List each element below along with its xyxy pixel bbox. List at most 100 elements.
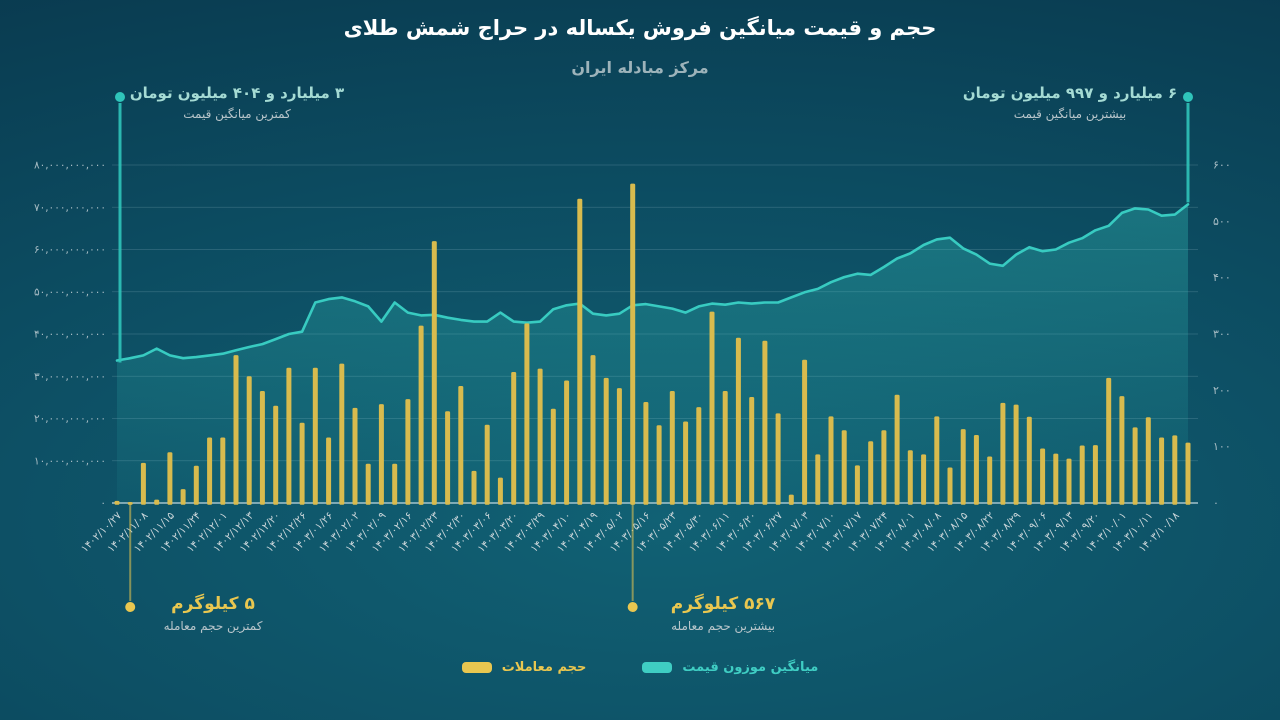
volume-bar — [907, 450, 913, 505]
legend-volume-swatch — [461, 662, 492, 673]
price-area — [117, 204, 1188, 503]
volume-bar — [312, 367, 318, 505]
max-price-annotation: ۶ میلیارد و ۹۹۷ میلیون تومان بیشترین میا… — [960, 84, 1180, 122]
volume-bar — [445, 411, 451, 505]
price-line — [115, 203, 1190, 362]
volume-bar — [418, 325, 424, 505]
y-axis-right-label: ۴۰۰ — [1213, 271, 1231, 284]
min-volume-value: ۵ کیلوگرم — [171, 594, 255, 614]
volume-bar — [1026, 416, 1032, 505]
volume-bar — [1185, 442, 1191, 505]
volume-bar — [841, 430, 847, 505]
volume-bar — [960, 429, 966, 505]
volume-bar — [365, 463, 371, 505]
volume-bar — [273, 405, 279, 505]
volume-bar — [616, 388, 622, 505]
volume-bar — [392, 463, 398, 505]
volume-bar — [1079, 445, 1085, 505]
volume-bar — [709, 311, 715, 505]
min-price-annotation: ۳ میلیارد و ۴۰۴ میلیون تومان کمترین میان… — [128, 84, 346, 122]
volume-bar — [656, 425, 662, 505]
volume-bar — [630, 183, 636, 505]
volume-bar — [603, 377, 609, 505]
volume-bar — [1132, 427, 1138, 505]
volume-bar — [669, 391, 675, 505]
volume-bar — [127, 502, 133, 505]
min-price-value: ۳ میلیارد و ۴۰۴ میلیون تومان — [129, 84, 345, 102]
volume-bar — [802, 359, 808, 505]
y-axis-right-label: ۶۰۰ — [1213, 159, 1231, 172]
volume-bar — [722, 391, 728, 505]
volume-bar — [947, 467, 953, 505]
volume-bar — [1172, 435, 1178, 505]
legend-item-price: میانگین موزون قیمت — [642, 660, 818, 675]
volume-bar — [762, 340, 768, 505]
y-axis-left-label: ۰ — [100, 498, 106, 510]
volume-bar — [1066, 458, 1072, 505]
min-volume-marker-dot — [125, 602, 136, 612]
chart-subtitle: مرکز مبادله ایران — [571, 58, 709, 77]
volume-bar — [934, 416, 940, 505]
volume-bar — [1119, 396, 1125, 505]
volume-bar — [352, 407, 358, 505]
max-price-marker-dot — [1183, 92, 1193, 102]
volume-bar — [339, 363, 345, 505]
volume-bar — [497, 477, 503, 505]
legend: حجم معاملات میانگین موزون قیمت — [0, 660, 1280, 675]
volume-bar — [259, 391, 265, 505]
y-axis-right-label: ۱۰۰ — [1213, 440, 1231, 453]
volume-bar — [154, 499, 160, 505]
max-price-label: بیشترین میانگین قیمت — [1013, 106, 1127, 121]
volume-bar — [140, 462, 146, 505]
volume-bar — [894, 394, 900, 505]
volume-bar — [537, 368, 543, 505]
volume-bar — [431, 241, 437, 505]
y-axis-left-label: ۴۰,۰۰۰,۰۰۰,۰۰۰ — [34, 329, 106, 341]
volume-bar — [458, 386, 464, 505]
volume-bar — [378, 404, 384, 505]
volume-bar — [1013, 404, 1019, 505]
volume-bar — [167, 452, 173, 505]
volume-bar — [511, 372, 517, 505]
volume-bar — [696, 407, 702, 505]
volume-bar — [1000, 402, 1006, 505]
max-volume-annotation: ۵۶۷ کیلوگرم بیشترین حجم معامله — [648, 594, 798, 634]
volume-bar — [1040, 448, 1046, 505]
volume-bar — [973, 435, 979, 505]
y-axis-right-label: ۵۰۰ — [1213, 215, 1231, 228]
min-volume-annotation: ۵ کیلوگرم کمترین حجم معامله — [143, 594, 283, 634]
volume-bar — [299, 422, 305, 505]
y-axis-left-label: ۵۰,۰۰۰,۰۰۰,۰۰۰ — [34, 286, 106, 298]
y-axis-left-label: ۱۰,۰۰۰,۰۰۰,۰۰۰ — [34, 455, 106, 467]
volume-bar — [775, 413, 781, 505]
volume-bar — [828, 416, 834, 505]
y-axis-left-label: ۶۰,۰۰۰,۰۰۰,۰۰۰ — [34, 244, 106, 256]
volume-bar — [220, 437, 226, 505]
volume-bar — [1159, 437, 1165, 505]
volume-bar — [987, 456, 993, 505]
volume-bar — [550, 408, 556, 505]
volume-bar — [233, 355, 239, 505]
volume-bar — [193, 465, 199, 505]
volume-bar — [1145, 417, 1151, 505]
volume-bar — [1106, 377, 1112, 505]
volume-bar — [749, 397, 755, 505]
volume-bar — [881, 430, 887, 505]
volume-bar — [735, 337, 741, 505]
volume-bar — [471, 470, 477, 505]
volume-bar — [246, 376, 252, 505]
min-price-marker-dot — [115, 92, 125, 102]
volume-bar — [815, 454, 821, 505]
y-axis-left-label: ۲۰,۰۰۰,۰۰۰,۰۰۰ — [34, 413, 106, 425]
max-volume-label: بیشترین حجم معامله — [671, 619, 775, 634]
volume-bar — [286, 367, 292, 505]
y-axis-right-label: ۰ — [1213, 497, 1219, 510]
legend-item-volume: حجم معاملات — [461, 660, 586, 675]
volume-bar — [854, 465, 860, 505]
volume-bar — [524, 323, 530, 505]
volume-bar — [788, 494, 794, 505]
volume-bar — [564, 380, 570, 505]
volume-bar — [590, 355, 596, 505]
